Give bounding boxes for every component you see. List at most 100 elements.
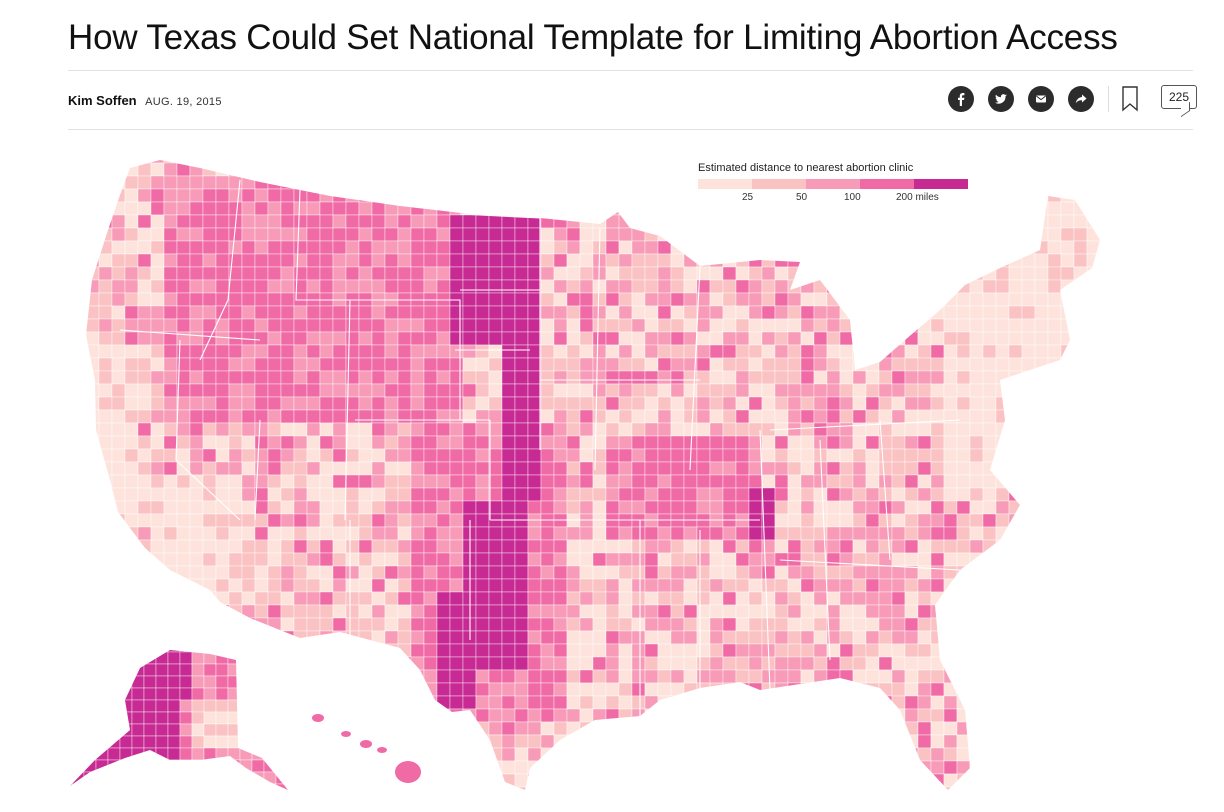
county-cell [566,240,581,255]
county-cell [657,253,672,268]
county-cell [332,669,347,684]
county-cell [410,682,425,697]
county-cell [904,318,919,333]
county-cell [1073,682,1088,697]
county-cell [605,682,620,697]
county-cell [137,357,152,372]
county-cell [930,578,945,593]
county-cell [397,435,412,450]
county-cell [462,422,477,437]
county-cell [904,708,919,723]
county-cell [1086,604,1100,619]
county-cell [1073,175,1088,190]
county-cell [748,643,763,658]
county-cell [917,786,932,790]
county-cell [202,344,217,359]
county-cell [137,292,152,307]
county-cell [280,240,295,255]
county-cell [943,357,958,372]
county-cell [605,565,620,580]
county-cell [306,227,321,242]
county-cell [319,266,334,281]
county-cell [202,357,217,372]
county-cell [1021,422,1036,437]
county-cell [761,396,776,411]
county-cell [982,500,997,515]
county-cell [1060,266,1075,281]
county-cell [144,796,156,800]
county-cell [1113,514,1126,527]
county-cell [462,435,477,450]
county-cell [462,734,477,749]
county-cell [60,306,73,319]
county-cell [179,771,193,785]
county-cell [839,630,854,645]
county-cell [86,214,87,229]
county-cell [293,305,308,320]
county-cell [605,617,620,632]
county-cell [826,656,841,671]
county-cell [878,656,893,671]
county-cell [670,344,685,359]
county-cell [722,773,737,788]
county-cell [930,474,945,489]
county-cell [293,669,308,684]
county-cell [553,253,568,268]
county-cell [410,617,425,632]
county-cell [254,253,269,268]
county-cell [462,708,477,723]
county-cell [1008,760,1023,775]
county-cell [163,760,178,775]
county-cell [956,422,971,437]
county-cell [540,500,555,515]
county-cell [956,448,971,463]
county-cell [1113,683,1126,696]
county-cell [86,279,100,294]
author-name[interactable]: Kim Soffen [68,93,137,108]
county-cell [891,565,906,580]
county-cell [826,604,841,619]
county-cell [683,578,698,593]
county-cell [631,214,646,229]
county-cell [384,669,399,684]
county-cell [969,448,984,463]
county-cell [358,253,373,268]
county-cell [111,344,126,359]
comment-count: 225 [1168,90,1190,104]
county-cell [202,227,217,242]
county-cell [696,643,711,658]
county-cell [748,487,763,502]
county-cell [1008,383,1023,398]
county-cell [86,396,87,411]
county-cell [670,643,685,658]
facebook-icon[interactable] [948,86,974,112]
share-icon[interactable] [1068,86,1094,112]
county-cell [1047,461,1062,476]
email-icon[interactable] [1028,86,1054,112]
county-cell [995,422,1010,437]
county-cell [527,253,542,268]
twitter-icon[interactable] [988,86,1014,112]
county-cell [865,526,880,541]
county-cell [670,786,685,790]
comment-count-button[interactable]: 225 [1161,85,1197,109]
bookmark-icon[interactable] [1121,86,1139,112]
county-cell [228,160,243,164]
county-cell [488,422,503,437]
county-cell [228,396,243,411]
county-cell [891,669,906,684]
county-cell [371,643,386,658]
county-cell [332,448,347,463]
county-cell [683,630,698,645]
county-cell [930,682,945,697]
county-cell [371,162,386,177]
county-cell [592,643,607,658]
county-cell [293,227,308,242]
county-cell [774,565,789,580]
county-cell [982,513,997,528]
county-cell [592,734,607,749]
county-cell [1099,253,1100,268]
county-cell [436,786,451,790]
county-cell [70,687,73,701]
county-cell [722,253,737,268]
